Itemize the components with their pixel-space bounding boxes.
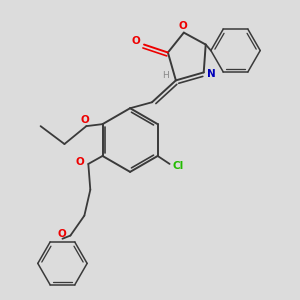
Text: N: N [206,69,215,79]
Text: Cl: Cl [173,160,184,170]
Text: O: O [57,229,66,239]
Text: O: O [76,157,85,167]
Text: O: O [80,115,89,125]
Text: H: H [163,71,169,80]
Text: O: O [179,21,188,31]
Text: O: O [132,36,140,46]
